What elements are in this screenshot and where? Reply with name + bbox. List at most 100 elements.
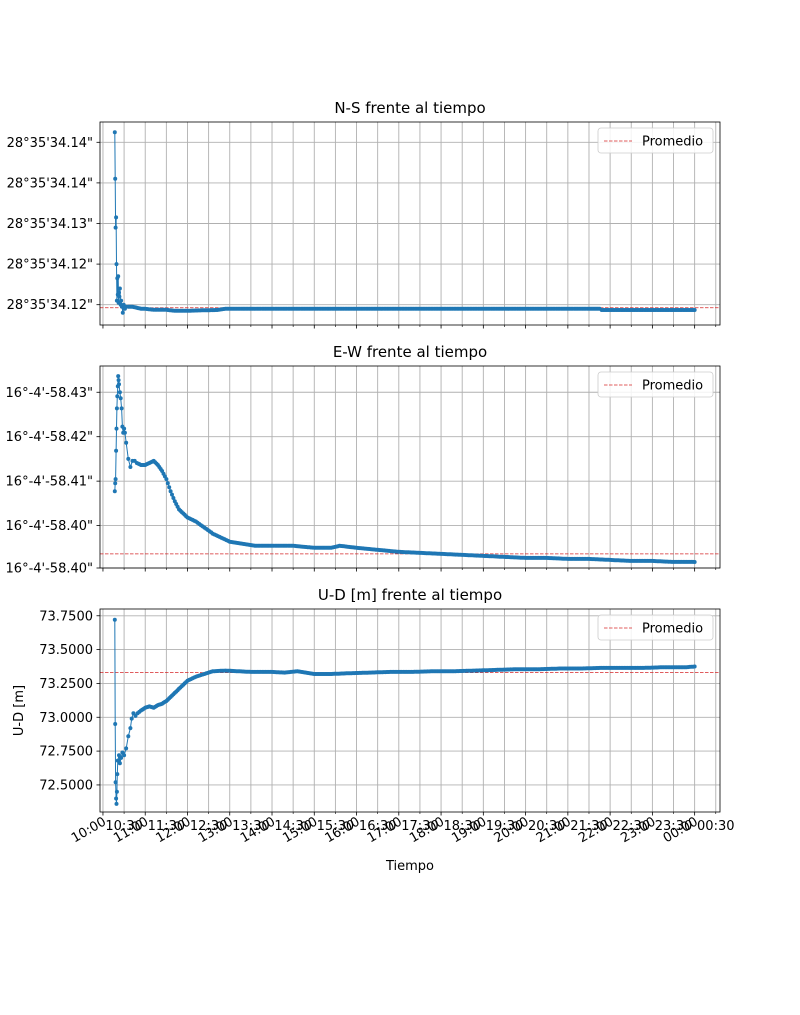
legend-box <box>597 127 714 154</box>
legend-label: Promedio <box>642 135 703 150</box>
y-tick-label: 73.2500 <box>39 677 93 692</box>
y-tick-label: 16°-4'-58.42" <box>6 430 93 445</box>
data-point <box>119 755 124 760</box>
data-point <box>113 225 118 230</box>
data-point <box>117 390 122 395</box>
data-point <box>126 456 131 461</box>
x-axis-label: Tiempo <box>385 859 434 874</box>
data-point <box>113 176 118 181</box>
plot-area <box>100 366 720 568</box>
x-minor-tick-label: 14:30 <box>274 819 311 834</box>
x-minor-tick-label: 22:30 <box>613 819 650 834</box>
data-point <box>117 286 122 291</box>
y-tick-label: 28°35'34.13" <box>7 217 93 232</box>
data-point <box>133 713 138 718</box>
x-minor-tick-label: 16:30 <box>359 819 396 834</box>
x-minor-tick-label: 13:30 <box>232 819 269 834</box>
data-point <box>171 496 176 500</box>
data-point <box>113 477 118 482</box>
data-point <box>114 262 119 267</box>
y-tick-label: 72.5000 <box>39 778 93 793</box>
axes-frame <box>99 365 721 569</box>
y-tick-label: 16°-4'-58.43" <box>6 386 93 401</box>
panel-title: U-D [m] frente al tiempo <box>318 586 502 604</box>
data-point <box>122 753 127 758</box>
legend: Promedio <box>597 127 714 154</box>
data-point <box>117 753 121 758</box>
x-minor-tick-label: 12:30 <box>190 819 227 834</box>
x-minor-tick-label: 11:30 <box>148 819 185 834</box>
data-point <box>114 215 119 220</box>
y-tick-label: 16°-4'-58.40" <box>6 519 93 534</box>
x-major-tick-label: 10:00 <box>69 814 109 846</box>
data-point <box>114 796 119 801</box>
plot-area <box>100 609 720 812</box>
data-point <box>114 426 119 431</box>
data-point <box>692 664 697 669</box>
x-minor-tick-label: 17:30 <box>401 819 438 834</box>
data-point <box>124 746 129 751</box>
data-point <box>164 477 169 482</box>
legend-box <box>597 614 714 641</box>
y-tick-label: 73.0000 <box>39 711 93 726</box>
data-point <box>112 617 117 622</box>
x-minor-tick-label: 15:30 <box>317 819 354 834</box>
y-tick-label: 16°-4'-58.41" <box>6 475 93 490</box>
data-point <box>168 489 173 494</box>
data-point <box>126 734 131 739</box>
x-minor-tick-label: 00:30 <box>697 819 734 834</box>
x-minor-tick-label: 20:30 <box>528 819 565 834</box>
data-point <box>113 481 118 486</box>
y-tick-label: 28°35'34.12" <box>7 258 93 273</box>
x-minor-tick-label: 10:30 <box>105 819 142 834</box>
data-point <box>117 382 121 387</box>
data-point <box>119 298 124 303</box>
panel-2: 16°-4'-58.43" 16°-4'-58.42" 16°-4'-58.41" 1… <box>6 343 721 577</box>
y-tick-label: 28°35'34.14" <box>7 176 93 191</box>
x-minor-tick-label: 18:30 <box>443 819 480 834</box>
data-point <box>113 780 118 785</box>
legend-box <box>597 371 714 398</box>
data-point <box>692 307 697 312</box>
legend: Promedio <box>597 371 714 398</box>
y-axis-label: U-D [m] <box>12 685 27 736</box>
data-point <box>116 378 121 383</box>
data-point <box>122 430 127 435</box>
y-tick-label: 16°-4'-58.40" <box>6 562 93 577</box>
data-point <box>114 406 119 411</box>
data-point <box>117 761 122 766</box>
data-point <box>129 716 134 721</box>
data-point <box>114 448 119 453</box>
data-point <box>170 492 174 497</box>
data-point <box>119 406 124 411</box>
data-point <box>117 294 122 299</box>
x-minor-tick-label: 19:30 <box>486 819 523 834</box>
data-point <box>114 789 119 794</box>
legend-label: Promedio <box>642 379 703 394</box>
panel-1: 28°35'34.14" 28°35'34.14" 28°35'34.13" 28°3… <box>7 99 721 329</box>
x-minor-tick-label: 21:30 <box>570 819 607 834</box>
data-point <box>114 801 119 806</box>
data-point <box>112 130 117 135</box>
legend-label: Promedio <box>642 622 703 637</box>
data-point <box>128 465 133 469</box>
data-point <box>115 394 120 399</box>
series-markers <box>112 130 697 315</box>
data-point <box>113 722 118 726</box>
data-point <box>116 374 121 379</box>
panel-title: N-S frente al tiempo <box>334 99 485 117</box>
data-point <box>118 396 123 401</box>
data-point <box>115 758 120 763</box>
y-tick-label: 73.5000 <box>39 643 93 658</box>
y-tick-label: 72.7500 <box>39 745 93 760</box>
y-tick-label: 28°35'34.14" <box>7 136 93 151</box>
y-tick-label: 28°35'34.12" <box>7 298 93 313</box>
data-point <box>128 726 133 731</box>
axes-frame <box>99 608 721 813</box>
data-point <box>167 485 172 490</box>
data-point <box>124 440 129 445</box>
data-point <box>122 426 127 431</box>
data-point <box>116 274 121 279</box>
data-point <box>131 711 136 716</box>
